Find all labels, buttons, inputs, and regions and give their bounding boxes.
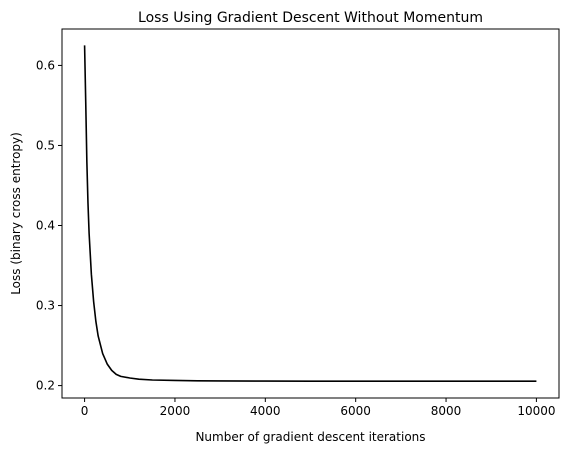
y-tick-label: 0.3: [36, 299, 55, 313]
y-axis-label: Loss (binary cross entropy): [9, 132, 23, 295]
x-tick-label: 10000: [517, 404, 555, 418]
loss-series-line: [83, 45, 537, 382]
y-tick-label: 0.6: [36, 58, 55, 72]
plot-area: [83, 45, 537, 382]
x-tick-label: 8000: [431, 404, 462, 418]
y-tick-label: 0.4: [36, 219, 55, 233]
x-axis-ticks: 0 2000 4000 6000 8000 10000: [81, 398, 556, 418]
y-axis-ticks: 0.2 0.3 0.4 0.5 0.6: [36, 58, 62, 393]
x-tick-label: 2000: [160, 404, 191, 418]
y-tick-label: 0.5: [36, 138, 55, 152]
y-tick-label: 0.2: [36, 379, 55, 393]
plot-frame: [61, 28, 560, 399]
x-tick-label: 0: [81, 404, 89, 418]
x-tick-label: 4000: [250, 404, 281, 418]
chart-title: Loss Using Gradient Descent Without Mome…: [138, 10, 483, 26]
x-axis-label: Number of gradient descent iterations: [195, 430, 425, 444]
x-tick-label: 6000: [340, 404, 371, 418]
